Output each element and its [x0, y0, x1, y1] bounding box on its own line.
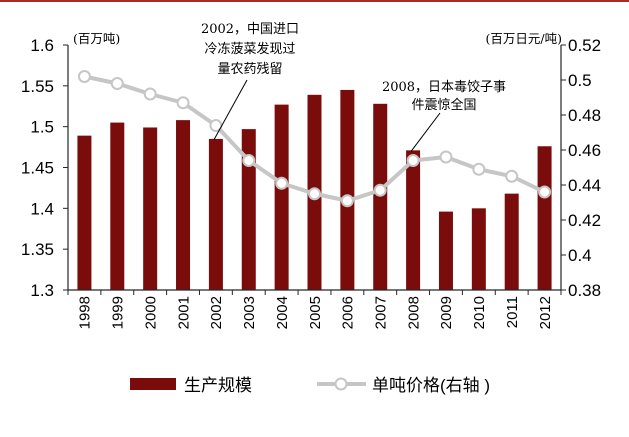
x-tick-label-2000: 2000 [142, 296, 159, 329]
annotation-pointer-2008 [410, 112, 441, 152]
bar-2007 [373, 103, 388, 290]
production-bars [77, 89, 552, 291]
bar-2012 [537, 146, 552, 290]
bar-2000 [143, 127, 158, 290]
right-tick-label-0.52: 0.52 [568, 36, 601, 55]
annotation-2008: 2008，日本毒饺子事件震惊全国 [382, 80, 506, 113]
left-tick-label-1.55: 1.55 [21, 77, 54, 96]
bar-1998 [77, 135, 92, 290]
annotation-2002-line-1: 2002，中国进口 [201, 22, 299, 37]
bar-2004 [274, 104, 289, 291]
x-tick-label-2001: 2001 [175, 296, 192, 329]
left-tick-label-1.35: 1.35 [21, 240, 54, 259]
left-tick-label-1.3: 1.3 [30, 281, 54, 300]
annotations: 2002，中国进口冷冻菠菜发现过量农药残留 2008，日本毒饺子事件震惊全国 [201, 22, 506, 152]
x-tick-label-2004: 2004 [274, 296, 291, 329]
right-tick-label-0.5: 0.5 [568, 71, 592, 90]
annotation-2008-line-2: 件震惊全国 [411, 97, 476, 113]
bar-2001 [176, 120, 191, 290]
price-point-2010 [472, 162, 486, 176]
axes: 1.3 1.35 1.4 1.45 1.5 1.55 1.6 0.38 0.4 0.42 0.44 0… [21, 36, 601, 329]
x-tick-label-2005: 2005 [307, 296, 324, 329]
right-tick-label-0.44: 0.44 [568, 176, 601, 195]
left-tick-label-1.6: 1.6 [30, 36, 54, 55]
x-tick-label-2002: 2002 [208, 296, 225, 329]
bar-2002 [208, 138, 223, 290]
legend-label-price: 单吨价格(右轴 ) [372, 376, 490, 395]
price-point-2001 [176, 96, 190, 110]
bar-2009 [438, 211, 453, 290]
price-point-2007 [373, 183, 387, 197]
price-point-2008 [406, 154, 420, 167]
top-border [0, 0, 629, 2]
bar-2003 [241, 129, 256, 290]
annotation-pointer-2002 [213, 79, 248, 141]
price-point-2006 [340, 194, 354, 208]
price-point-2012 [538, 185, 552, 199]
price-point-2011 [505, 169, 519, 183]
x-tick-label-2009: 2009 [438, 296, 455, 329]
price-point-1999 [110, 77, 124, 90]
x-tick-label-2006: 2006 [340, 296, 357, 329]
annotation-2002: 2002，中国进口冷冻菠菜发现过量农药残留 [201, 22, 299, 77]
price-point-2009 [439, 150, 453, 164]
annotation-2002-line-3: 量农药残留 [217, 62, 282, 77]
legend-swatch-production [130, 378, 176, 390]
right-tick-label-0.46: 0.46 [568, 141, 601, 160]
right-tick-label-0.4: 0.4 [568, 246, 592, 265]
price-point-2003 [242, 154, 256, 167]
right-tick-label-0.48: 0.48 [568, 106, 601, 125]
x-tick-label-1999: 1999 [110, 296, 127, 329]
price-point-2004 [275, 176, 289, 190]
x-tick-label-2007: 2007 [372, 296, 389, 329]
x-tick-label-2003: 2003 [241, 296, 258, 329]
legend: 生产规模 单吨价格(右轴 ) [130, 376, 490, 395]
annotation-2002-line-2: 冷冻菠菜发现过 [204, 41, 295, 57]
price-point-2000 [143, 87, 157, 101]
x-tick-label-2010: 2010 [471, 296, 488, 329]
x-tick-label-2012: 2012 [537, 296, 554, 329]
left-tick-label-1.45: 1.45 [21, 159, 54, 178]
right-axis-unit-label: (百万日元/吨) [486, 31, 562, 46]
legend-label-production: 生产规模 [184, 376, 252, 395]
left-tick-label-1.4: 1.4 [30, 199, 54, 218]
right-tick-label-0.42: 0.42 [568, 211, 601, 230]
bar-2006 [340, 89, 355, 290]
x-tick-label-2011: 2011 [504, 296, 521, 328]
annotation-2008-line-1: 2008，日本毒饺子事 [382, 80, 506, 95]
bar-2010 [471, 208, 486, 290]
right-tick-label-0.38: 0.38 [568, 281, 601, 300]
price-point-1998 [77, 70, 91, 83]
price-series [77, 70, 552, 208]
left-axis-unit-label: (百万吨) [73, 31, 120, 46]
bar-2008 [406, 150, 421, 290]
bar-2011 [504, 193, 519, 290]
left-tick-label-1.5: 1.5 [30, 118, 54, 137]
x-tick-label-2008: 2008 [405, 296, 422, 329]
legend-swatch-price-marker [334, 377, 348, 391]
x-tick-label-1998: 1998 [77, 296, 94, 329]
bar-1999 [110, 122, 125, 290]
price-point-2005 [308, 187, 321, 201]
